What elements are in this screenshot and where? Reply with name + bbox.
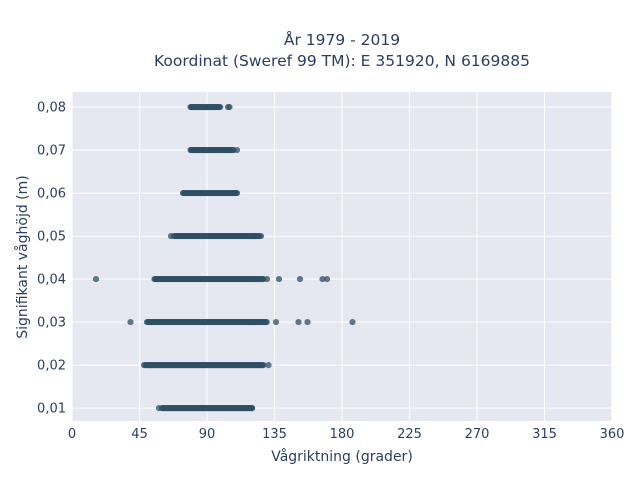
x-tick-label: 90 — [199, 427, 216, 442]
y-tick-label: 0,07 — [37, 144, 66, 159]
x-tick-label: 45 — [131, 427, 148, 442]
x-tick-label: 180 — [330, 427, 355, 442]
data-point — [233, 189, 241, 197]
y-tick-label: 0,06 — [37, 187, 66, 202]
chart-title-line-2: Koordinat (Sweref 99 TM): E 351920, N 61… — [154, 52, 530, 70]
data-point — [233, 146, 241, 154]
data-point — [155, 404, 163, 412]
data-point — [140, 361, 148, 369]
data-point — [304, 318, 311, 326]
data-points — [92, 103, 356, 412]
data-point — [248, 404, 256, 412]
data-point — [295, 318, 302, 326]
y-axis-title: Signifikant våghöjd (m) — [14, 175, 31, 338]
data-point — [217, 103, 224, 111]
data-point — [226, 103, 233, 111]
data-point — [323, 275, 331, 283]
data-point — [263, 318, 270, 326]
y-tick-label: 0,08 — [37, 101, 66, 116]
data-point — [127, 318, 134, 326]
data-point — [263, 275, 271, 283]
y-tick-labels: 0,01 0,02 0,03 0,04 0,05 0,06 0,07 0,08 — [37, 101, 66, 417]
y-tick-label: 0,03 — [37, 316, 66, 331]
data-point — [349, 318, 356, 326]
x-gridlines — [71, 92, 613, 421]
x-tick-labels: 0 45 90 135 180 225 270 315 360 — [68, 427, 625, 442]
chart-title-line-1: År 1979 - 2019 — [284, 30, 400, 49]
x-axis-title: Vågriktning (grader) — [271, 448, 413, 465]
y-tick-label: 0,02 — [37, 359, 66, 374]
y-tick-label: 0,04 — [37, 273, 66, 288]
x-tick-label: 135 — [262, 427, 287, 442]
x-tick-label: 225 — [397, 427, 422, 442]
x-tick-label: 315 — [532, 427, 557, 442]
y-tick-label: 0,05 — [37, 230, 66, 245]
data-point — [265, 361, 272, 369]
x-tick-label: 270 — [465, 427, 490, 442]
data-point — [257, 232, 265, 240]
y-tick-label: 0,01 — [37, 402, 66, 417]
data-point — [92, 275, 100, 283]
data-point — [167, 232, 175, 240]
x-tick-label: 0 — [68, 427, 76, 442]
data-point — [260, 361, 267, 369]
data-point — [272, 318, 280, 326]
x-tick-label: 360 — [600, 427, 625, 442]
data-point — [296, 275, 304, 283]
data-point — [275, 275, 283, 283]
data-point — [319, 275, 326, 283]
